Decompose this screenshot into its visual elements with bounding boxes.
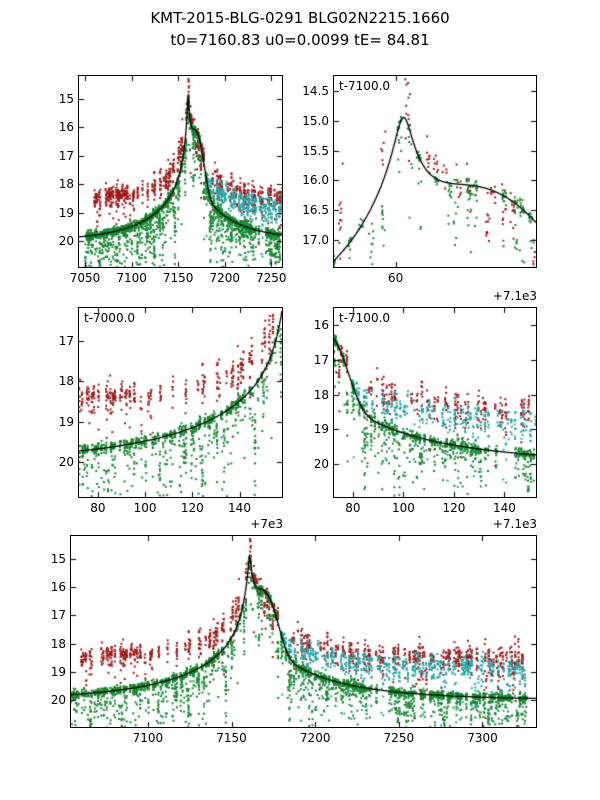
x-axis-offset-label-rise-zoom: +7e3 [250, 517, 283, 531]
x-tick-label: 140 [492, 501, 516, 515]
y-tick-label: 18 [50, 636, 66, 651]
y-tick-label: 17.0 [302, 233, 329, 248]
y-tick-label: 19 [58, 205, 74, 220]
y-tick-label: 17 [50, 608, 66, 623]
panel-annotation-rise-zoom: t-7000.0 [84, 311, 136, 325]
x-tick-label: 7150 [162, 271, 194, 285]
x-tick-label: 100 [391, 501, 415, 515]
y-tick-label: 20 [58, 455, 74, 470]
y-tick-label: 15.0 [302, 113, 329, 128]
y-tick-label: 20 [58, 234, 74, 249]
x-tick-label: 80 [90, 501, 106, 515]
y-tick-label: 18 [58, 177, 74, 192]
figure-subtitle: t0=7160.83 u0=0.0099 tE= 84.81 [170, 31, 430, 49]
x-tick-label: 7200 [209, 271, 240, 285]
x-tick-label: 120 [180, 501, 204, 515]
x-tick-label: 7100 [116, 271, 147, 285]
x-tick-label: 80 [345, 501, 361, 515]
x-tick-label: 7300 [467, 731, 498, 745]
plot-canvas-rise-zoom [79, 308, 282, 497]
panel-overview-top [78, 75, 283, 268]
x-tick-label: 100 [133, 501, 157, 515]
y-tick-label: 15 [50, 551, 66, 566]
x-tick-label: 7100 [132, 731, 164, 745]
y-tick-label: 15 [58, 91, 74, 106]
y-tick-label: 19 [313, 422, 329, 437]
y-tick-label: 19 [58, 414, 74, 429]
panel-annotation-peak-zoom: t-7100.0 [339, 79, 391, 93]
plot-canvas-peak-zoom [334, 76, 536, 267]
y-tick-label: 18 [313, 387, 329, 402]
panel-annotation-fall-zoom: t-7100.0 [339, 311, 391, 325]
x-tick-label: 7050 [69, 271, 101, 285]
y-tick-label: 16 [58, 120, 74, 135]
panel-fall-zoom [333, 307, 537, 498]
x-tick-label: 7200 [299, 731, 331, 745]
panel-overview-bottom [70, 535, 537, 728]
x-tick-label: 120 [442, 501, 466, 515]
figure-title: KMT-2015-BLG-0291 BLG02N2215.1660 [150, 9, 450, 27]
x-axis-offset-label-fall-zoom: +7.1e3 [492, 517, 537, 531]
y-tick-label: 14.5 [302, 83, 329, 98]
x-tick-label: 60 [388, 271, 404, 285]
plot-canvas-fall-zoom [334, 308, 536, 497]
panel-peak-zoom [333, 75, 537, 268]
x-tick-label: 7250 [383, 731, 415, 745]
y-tick-label: 16 [50, 579, 66, 594]
plot-canvas-overview-top [79, 76, 282, 267]
y-tick-label: 17 [58, 148, 74, 163]
y-tick-label: 15.5 [302, 143, 329, 158]
x-tick-label: 7250 [256, 271, 287, 285]
x-axis-offset-label-peak-zoom: +7.1e3 [492, 289, 537, 303]
y-tick-label: 18 [58, 374, 74, 389]
y-tick-label: 19 [50, 664, 66, 679]
y-tick-label: 16 [313, 318, 329, 333]
x-tick-label: 7150 [216, 731, 247, 745]
y-tick-label: 17 [58, 333, 74, 348]
y-tick-label: 16.5 [302, 203, 329, 218]
y-tick-label: 20 [313, 457, 329, 472]
y-tick-label: 16.0 [302, 173, 329, 188]
y-tick-label: 20 [50, 693, 66, 708]
x-tick-label: 140 [228, 501, 251, 515]
plot-canvas-overview-bottom [71, 536, 536, 727]
y-tick-label: 17 [313, 353, 329, 368]
panel-rise-zoom [78, 307, 283, 498]
